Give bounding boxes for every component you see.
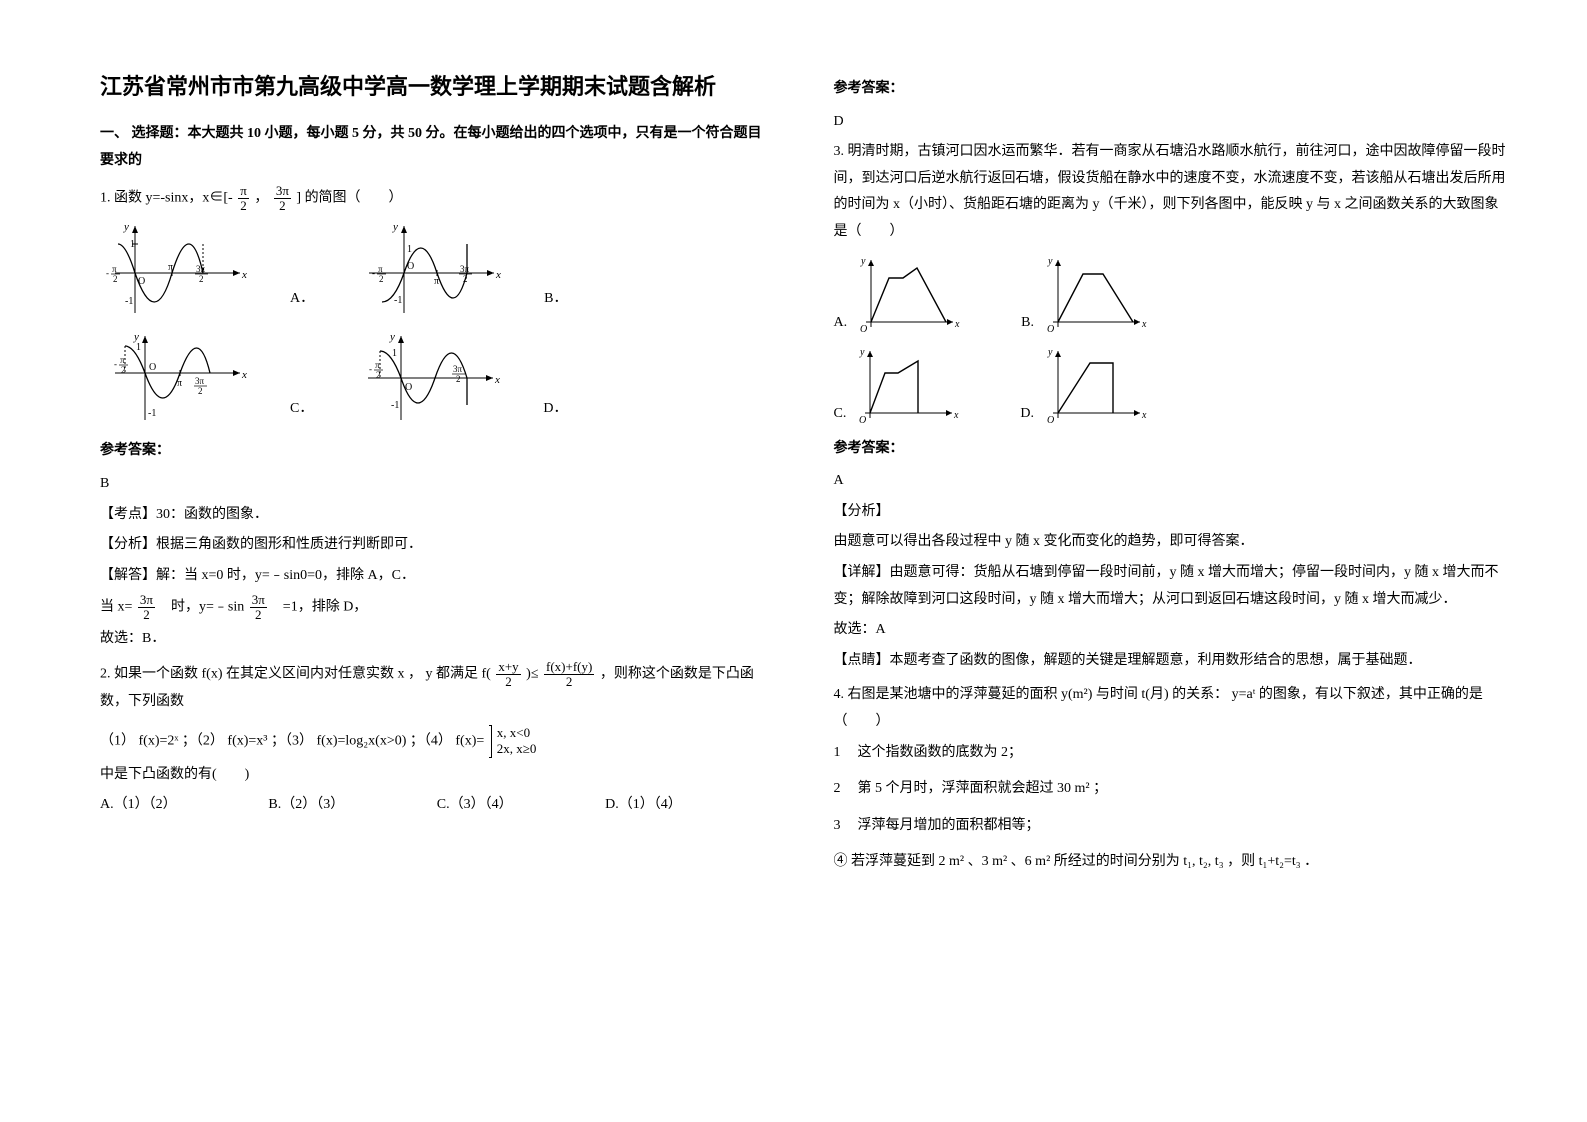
svg-text:-1: -1 (391, 400, 399, 411)
q2-answer: D (834, 109, 1508, 136)
svg-text:π: π (120, 355, 125, 365)
svg-text:-: - (114, 359, 117, 369)
svg-text:O: O (1047, 324, 1054, 335)
q1-prefix: 1. 函数 (100, 191, 142, 206)
svg-text:y: y (389, 331, 395, 343)
svg-text:-: - (106, 268, 109, 278)
q1-graph-b: x y O 1 -1 - π2 π 3π2 (354, 218, 504, 318)
question-4: 4. 右图是某池塘中的浮萍蔓延的面积 y(m²) 与时间 t(月) 的关系： y… (834, 682, 1508, 876)
svg-text:π: π (378, 264, 383, 274)
svg-text:x: x (241, 369, 247, 381)
svg-text:O: O (860, 324, 867, 335)
page-title: 江苏省常州市市第九高级中学高一数学理上学期期末试题含解析 (100, 70, 774, 103)
svg-text:-1: -1 (394, 295, 402, 306)
q2-answer-label: 参考答案： (834, 76, 1508, 103)
svg-text:3π: 3π (453, 364, 463, 374)
svg-text:-1: -1 (125, 296, 133, 307)
svg-text:O: O (149, 362, 156, 373)
svg-text:-: - (372, 268, 375, 278)
svg-text:x: x (241, 269, 247, 281)
svg-text:O: O (859, 415, 866, 426)
svg-text:y: y (1047, 256, 1053, 267)
svg-text:-: - (369, 364, 372, 374)
q1-suffix: 的简图（ ） (305, 191, 403, 206)
svg-text:2: 2 (199, 274, 204, 284)
q1-graph-d: x y O 1 -1 - π2 3π2 (353, 328, 503, 428)
svg-text:x: x (494, 374, 500, 386)
svg-text:1: 1 (407, 244, 412, 255)
q1-label-a: A． (290, 286, 314, 319)
q3-label-d: D. (1020, 401, 1034, 428)
q1-graph-a: x y O 1 -1 π - π2 3π2 (100, 218, 250, 318)
q2-opt-b: B.（2）（3） (268, 792, 436, 819)
svg-text:π: π (375, 360, 380, 370)
svg-text:x: x (495, 269, 501, 281)
svg-text:3π: 3π (460, 264, 470, 274)
q1-jd3: 故选：B． (100, 626, 774, 653)
svg-text:2: 2 (198, 386, 203, 396)
svg-text:x: x (1141, 319, 1147, 330)
question-2: 2. 如果一个函数 f(x) 在其定义区间内对任意实数 x ， y 都满足 f(… (100, 660, 774, 819)
q2-opt-c: C.（3）（4） (437, 792, 605, 819)
svg-text:x: x (954, 319, 960, 330)
svg-text:O: O (138, 276, 145, 287)
svg-text:y: y (1047, 347, 1053, 358)
svg-text:x: x (1141, 410, 1147, 421)
question-3: 3. 明清时期，古镇河口因水运而繁华．若有一商家从石塘沿水路顺水航行，前往河口，… (834, 139, 1508, 674)
svg-text:y: y (859, 347, 865, 358)
question-1: 1. 函数 y=-sinx，x∈[- π2 ， 3π2 ] 的简图（ ） x (100, 184, 774, 652)
q1-kd: 【考点】30：函数的图象． (100, 502, 774, 529)
q3-label-a: A. (834, 310, 848, 337)
svg-text:2: 2 (113, 274, 118, 284)
q2-opt-a: A.（1）（2） (100, 792, 268, 819)
q1-jd1: 【解答】解：当 x=0 时，y=﹣sin0=0，排除 A，C． (100, 563, 774, 590)
q2-opt-d: D.（1）（4） (605, 792, 773, 819)
q3-answer-label: 参考答案： (834, 436, 1508, 463)
svg-text:O: O (1047, 415, 1054, 426)
q3-answer: A (834, 468, 1508, 495)
q1-func: y=-sinx，x∈[- (146, 191, 233, 206)
q1-answer-label: 参考答案： (100, 438, 774, 465)
svg-text:y: y (860, 256, 866, 267)
q1-fx: 【分析】根据三角函数的图形和性质进行判断即可． (100, 532, 774, 559)
svg-text:2: 2 (379, 274, 384, 284)
svg-text:-1: -1 (148, 408, 156, 419)
svg-text:3π: 3π (195, 376, 205, 386)
q1-answer: B (100, 471, 774, 498)
q3-graph-b: x y O (1038, 252, 1148, 337)
q3-graph-a: x y O (851, 252, 961, 337)
section-heading: 一、 选择题：本大题共 10 小题，每小题 5 分，共 50 分。在每小题给出的… (100, 121, 774, 174)
q3-label-b: B. (1021, 310, 1034, 337)
q3-graph-c: x y O (850, 343, 960, 428)
svg-text:1: 1 (136, 342, 141, 353)
q1-label-b: B． (544, 286, 567, 319)
svg-text:1: 1 (392, 348, 397, 359)
svg-text:x: x (953, 410, 959, 421)
svg-text:2: 2 (456, 374, 461, 384)
q3-graph-d: x y O (1038, 343, 1148, 428)
svg-text:π: π (112, 264, 117, 274)
q1-label-c: C． (290, 396, 313, 429)
svg-text:y: y (123, 221, 129, 233)
q3-label-c: C. (834, 401, 847, 428)
svg-text:y: y (392, 221, 398, 233)
q1-graph-c: x y O 1 -1 - π2 π 3π2 (100, 328, 250, 428)
q1-label-d: D． (543, 396, 567, 429)
